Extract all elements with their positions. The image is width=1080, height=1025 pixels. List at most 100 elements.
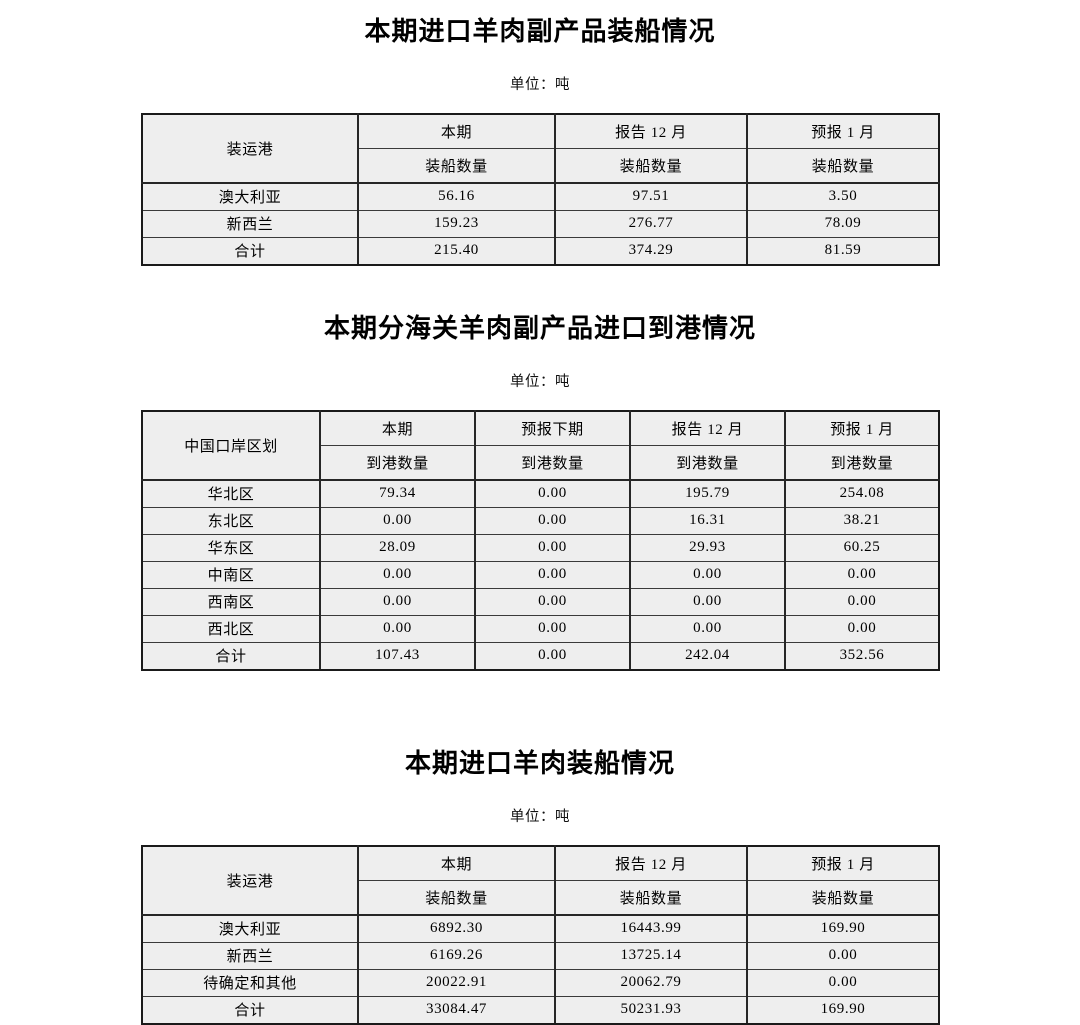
cell-value: 0.00	[629, 614, 786, 643]
cell-value: 0.00	[474, 479, 631, 508]
column-group-header: 本期	[357, 844, 556, 881]
cell-value: 0.00	[784, 587, 940, 616]
table-row: 西南区 0.00 0.00 0.00 0.00	[141, 587, 940, 616]
table-total-row: 合计 107.43 0.00 242.04 352.56	[141, 641, 940, 671]
table-shipment-byproducts: 装运港 本期 报告 12 月 预报 1 月 装船数量 装船数量 装船数量 澳大利…	[141, 112, 940, 266]
row-label: 新西兰	[141, 941, 359, 970]
table-row: 新西兰 6169.26 13725.14 0.00	[141, 941, 940, 970]
column-sub-header: 到港数量	[629, 444, 786, 481]
column-sub-header: 到港数量	[319, 444, 476, 481]
cell-value: 20062.79	[554, 968, 748, 997]
cell-value: 0.00	[319, 560, 476, 589]
cell-value: 242.04	[629, 641, 786, 671]
cell-value: 169.90	[746, 995, 940, 1025]
table-row: 华东区 28.09 0.00 29.93 60.25	[141, 533, 940, 562]
column-sub-header: 装船数量	[746, 147, 940, 184]
column-sub-header: 装船数量	[554, 147, 748, 184]
cell-value: 0.00	[474, 560, 631, 589]
table-wrapper: 装运港 本期 报告 12 月 预报 1 月 装船数量 装船数量 装船数量 澳大利…	[141, 844, 940, 1025]
cell-value: 276.77	[554, 209, 748, 238]
cell-value: 169.90	[746, 914, 940, 943]
cell-value: 0.00	[746, 968, 940, 997]
column-group-header: 预报 1 月	[746, 112, 940, 149]
table-header-row-group: 中国口岸区划 本期 预报下期 报告 12 月 预报 1 月	[141, 409, 940, 481]
row-label: 澳大利亚	[141, 914, 359, 943]
row-label: 中南区	[141, 560, 321, 589]
cell-value: 107.43	[319, 641, 476, 671]
section-customs-arrival-byproducts: 本期分海关羊肉副产品进口到港情况 单位：吨 中国口岸区划 本期 预报下期 报告 …	[0, 314, 1080, 671]
row-label: 东北区	[141, 506, 321, 535]
cell-value: 0.00	[319, 614, 476, 643]
table-total-row: 合计 33084.47 50231.93 169.90	[141, 995, 940, 1025]
table-wrapper: 装运港 本期 报告 12 月 预报 1 月 装船数量 装船数量 装船数量 澳大利…	[141, 112, 940, 266]
column-group-header: 报告 12 月	[554, 112, 748, 149]
section-shipment-byproducts: 本期进口羊肉副产品装船情况 单位：吨 装运港 本期 报告 12 月 预报 1 月…	[0, 17, 1080, 266]
cell-value: 33084.47	[357, 995, 556, 1025]
column-group-header: 预报下期	[474, 409, 631, 446]
row-label: 合计	[141, 236, 359, 266]
column-group-header: 预报 1 月	[784, 409, 940, 446]
row-label: 华北区	[141, 479, 321, 508]
cell-value: 0.00	[784, 560, 940, 589]
table-row: 东北区 0.00 0.00 16.31 38.21	[141, 506, 940, 535]
section-title: 本期分海关羊肉副产品进口到港情况	[323, 314, 756, 343]
row-label: 待确定和其他	[141, 968, 359, 997]
cell-value: 0.00	[746, 941, 940, 970]
row-label: 合计	[141, 641, 321, 671]
section-unit-note: 单位：吨	[510, 373, 570, 390]
cell-value: 38.21	[784, 506, 940, 535]
cell-value: 0.00	[474, 614, 631, 643]
row-label: 西南区	[141, 587, 321, 616]
cell-value: 6892.30	[357, 914, 556, 943]
row-label: 华东区	[141, 533, 321, 562]
cell-value: 16443.99	[554, 914, 748, 943]
table-header-row-sub: 装船数量 装船数量 装船数量	[142, 147, 940, 184]
cell-value: 0.00	[474, 587, 631, 616]
section-title: 本期进口羊肉装船情况	[404, 749, 675, 778]
cell-value: 20022.91	[357, 968, 556, 997]
section-shipment-mutton: 本期进口羊肉装船情况 单位：吨 装运港 本期 报告 12 月 预报 1 月 装船…	[0, 749, 1080, 1025]
column-group-header: 本期	[319, 409, 476, 446]
table-header-row-sub: 到港数量 到港数量 到港数量 到港数量	[142, 444, 940, 481]
table-row: 中南区 0.00 0.00 0.00 0.00	[141, 560, 940, 589]
row-label: 合计	[141, 995, 359, 1025]
column-group-header: 预报 1 月	[746, 844, 940, 881]
cell-value: 97.51	[554, 182, 748, 211]
cell-value: 0.00	[629, 560, 786, 589]
cell-value: 215.40	[357, 236, 556, 266]
table-row: 新西兰 159.23 276.77 78.09	[141, 209, 940, 238]
column-sub-header: 装船数量	[357, 879, 556, 916]
table-row: 华北区 79.34 0.00 195.79 254.08	[141, 479, 940, 508]
cell-value: 6169.26	[357, 941, 556, 970]
cell-value: 78.09	[746, 209, 940, 238]
cell-value: 13725.14	[554, 941, 748, 970]
column-group-header: 报告 12 月	[554, 844, 748, 881]
row-label: 新西兰	[141, 209, 359, 238]
table-customs-arrival-byproducts: 中国口岸区划 本期 预报下期 报告 12 月 预报 1 月 到港数量 到港数量 …	[141, 409, 940, 671]
cell-value: 50231.93	[554, 995, 748, 1025]
row-label: 澳大利亚	[141, 182, 359, 211]
cell-value: 254.08	[784, 479, 940, 508]
cell-value: 0.00	[474, 533, 631, 562]
table-header-row-sub: 装船数量 装船数量 装船数量	[142, 879, 940, 916]
cell-value: 0.00	[319, 506, 476, 535]
column-group-header: 本期	[357, 112, 556, 149]
column-header-rowlabel: 装运港	[141, 112, 359, 184]
cell-value: 0.00	[474, 506, 631, 535]
cell-value: 16.31	[629, 506, 786, 535]
column-header-rowlabel: 中国口岸区划	[141, 409, 321, 481]
table-header-row-group: 装运港 本期 报告 12 月 预报 1 月	[141, 112, 940, 184]
table-row: 待确定和其他 20022.91 20062.79 0.00	[141, 968, 940, 997]
table-row: 澳大利亚 6892.30 16443.99 169.90	[141, 914, 940, 943]
column-sub-header: 装船数量	[357, 147, 556, 184]
table-total-row: 合计 215.40 374.29 81.59	[141, 236, 940, 266]
cell-value: 195.79	[629, 479, 786, 508]
cell-value: 0.00	[784, 614, 940, 643]
cell-value: 60.25	[784, 533, 940, 562]
cell-value: 0.00	[629, 587, 786, 616]
table-row: 西北区 0.00 0.00 0.00 0.00	[141, 614, 940, 643]
cell-value: 28.09	[319, 533, 476, 562]
section-unit-note: 单位：吨	[510, 76, 570, 93]
column-sub-header: 装船数量	[554, 879, 748, 916]
